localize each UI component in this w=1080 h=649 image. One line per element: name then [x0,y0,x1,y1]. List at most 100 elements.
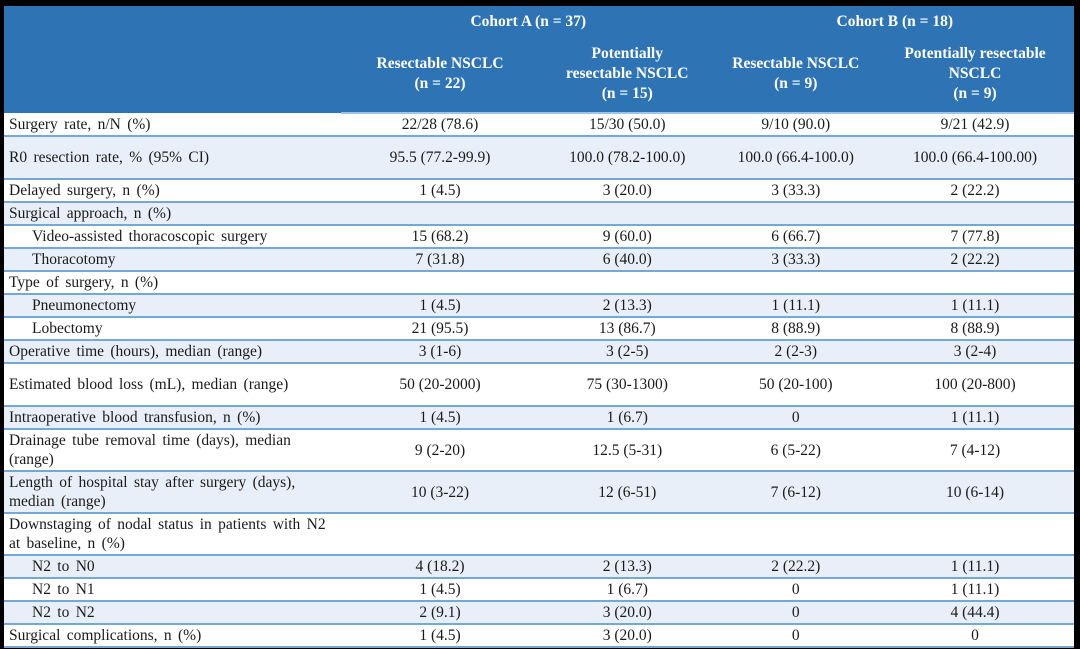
cell-value: 3 (20.0) [538,179,716,203]
cell-value: 1 (4.5) [341,179,539,203]
cell-value: 1 (11.1) [876,406,1074,430]
cell-value: 2 (13.3) [538,555,716,579]
row-label: Surgical approach, n (%) [4,202,342,226]
cell-value: 2 (22.2) [876,248,1074,272]
row-label: Thoracotomy [4,248,342,272]
cell-value: 7 (31.8) [341,248,539,272]
cell-value: 4 (18.2) [341,555,539,579]
cell-value: 3 (2-4) [876,340,1074,364]
cell-value: 7 (6-12) [715,471,877,514]
table-row: Surgical complications, n (%) 1 (4.5) 3 (2… [4,624,1074,648]
cell-value: 6 (40.0) [538,248,716,272]
cell-value: 10 (6-14) [876,471,1074,514]
table-row: N2 to N1 1 (4.5) 1 (6.7) 0 1 (11.1) [4,578,1074,602]
table-row: N2 to N2 2 (9.1) 3 (20.0) 0 4 (44.4) [4,601,1074,625]
cell-value: 50 (20-2000) [341,363,539,407]
table-row: Type of surgery, n (%) [4,271,1074,295]
cell-value: 15/30 (50.0) [538,113,716,137]
cell-value [341,513,539,556]
cell-value: 3 (20.0) [538,601,716,625]
table-row: Length of hospital stay after surgery (d… [4,471,1074,514]
cell-value: 100 (20-800) [876,363,1074,407]
cell-value: 2 (9.1) [341,601,539,625]
cell-value: 2 (22.2) [876,179,1074,203]
row-label: N2 to N0 [4,555,342,579]
cell-value: 9 (2-20) [341,429,539,472]
cell-value: 7 (77.8) [876,225,1074,249]
table-body: Surgery rate, n/N (%) 22/28 (78.6) 15/30 (… [4,113,1074,648]
cell-value: 0 [715,624,877,648]
cell-value: 8 (88.9) [876,317,1074,341]
col-header-potentially-resectable-b: Potentially resectable NSCLC (n = 9) [876,36,1074,114]
surgical-outcomes-table: Cohort A (n = 37) Cohort B (n = 18) Rese… [4,6,1074,648]
cell-value: 2 (2-3) [715,340,877,364]
cell-value [341,271,539,295]
table-row: Drainage tube removal time (days), media… [4,429,1074,472]
cell-value: 1 (11.1) [876,294,1074,318]
row-label: Downstaging of nodal status in patients … [4,513,342,556]
cell-value: 2 (22.2) [715,555,877,579]
row-label: Surgery rate, n/N (%) [4,113,342,137]
cell-value [715,271,877,295]
row-label: Delayed surgery, n (%) [4,179,342,203]
row-label: R0 resection rate, % (95% CI) [4,136,342,180]
table-row: Delayed surgery, n (%) 1 (4.5) 3 (20.0) 3 (… [4,179,1074,203]
cell-value: 4 (44.4) [876,601,1074,625]
cell-value: 50 (20-100) [715,363,877,407]
cell-value: 75 (30-1300) [538,363,716,407]
cell-value: 100.0 (66.4-100.0) [715,136,877,180]
row-label: Drainage tube removal time (days), media… [4,429,342,472]
cell-value: 1 (4.5) [341,624,539,648]
row-label: Video-assisted thoracoscopic surgery [4,225,342,249]
cell-value [715,513,877,556]
cell-value: 1 (6.7) [538,406,716,430]
cell-value: 1 (4.5) [341,578,539,602]
cell-value: 6 (5-22) [715,429,877,472]
table-row: Downstaging of nodal status in patients … [4,513,1074,556]
cell-value: 8 (88.9) [715,317,877,341]
cohort-a-header: Cohort A (n = 37) [341,6,716,36]
cell-value: 13 (86.7) [538,317,716,341]
cell-value [341,202,539,226]
row-label: Surgical complications, n (%) [4,624,342,648]
cell-value [876,513,1074,556]
row-label: Lobectomy [4,317,342,341]
table-row: Operative time (hours), median (range) 3 … [4,340,1074,364]
cell-value: 21 (95.5) [341,317,539,341]
table-row: Video-assisted thoracoscopic surgery 15 (… [4,225,1074,249]
col-header-potentially-resectable-a: Potentially resectable NSCLC (n = 15) [538,36,716,114]
cell-value: 3 (33.3) [715,179,877,203]
cell-value [538,513,716,556]
table-row: Surgical approach, n (%) [4,202,1074,226]
cell-value [876,271,1074,295]
cohort-b-header: Cohort B (n = 18) [715,6,1074,36]
cell-value: 3 (1-6) [341,340,539,364]
cell-value: 95.5 (77.2-99.9) [341,136,539,180]
table-row: Surgery rate, n/N (%) 22/28 (78.6) 15/30 (… [4,113,1074,137]
cell-value: 3 (2-5) [538,340,716,364]
cell-value: 1 (11.1) [715,294,877,318]
results-table-container: Cohort A (n = 37) Cohort B (n = 18) Rese… [4,6,1074,648]
cell-value: 0 [715,578,877,602]
row-label: Operative time (hours), median (range) [4,340,342,364]
cell-value: 100.0 (78.2-100.0) [538,136,716,180]
col-header-resectable-b: Resectable NSCLC (n = 9) [715,36,877,114]
cell-value: 1 (11.1) [876,555,1074,579]
cell-value: 2 (13.3) [538,294,716,318]
cell-value [538,271,716,295]
row-label: N2 to N2 [4,601,342,625]
cohort-group-row: Cohort A (n = 37) Cohort B (n = 18) [4,6,1074,113]
table-row: Lobectomy 21 (95.5) 13 (86.7) 8 (88.9) 8 (88… [4,317,1074,341]
subgroup-header-row: Resectable NSCLC (n = 22) Potentially re… [4,36,1074,114]
cell-value: 12.5 (5-31) [538,429,716,472]
table-row: N2 to N0 4 (18.2) 2 (13.3) 2 (22.2) 1 (11.1) [4,555,1074,579]
cell-value: 22/28 (78.6) [341,113,539,137]
row-label: Estimated blood loss (mL), median (range… [4,363,342,407]
table-row: Estimated blood loss (mL), median (range… [4,363,1074,407]
table-header: Cohort A (n = 37) Cohort B (n = 18) Rese… [4,6,1074,114]
cell-value: 0 [876,624,1074,648]
cell-value: 10 (3-22) [341,471,539,514]
row-label: Pneumonectomy [4,294,342,318]
cell-value: 15 (68.2) [341,225,539,249]
table-row: Pneumonectomy 1 (4.5) 2 (13.3) 1 (11.1) 1 (1… [4,294,1074,318]
